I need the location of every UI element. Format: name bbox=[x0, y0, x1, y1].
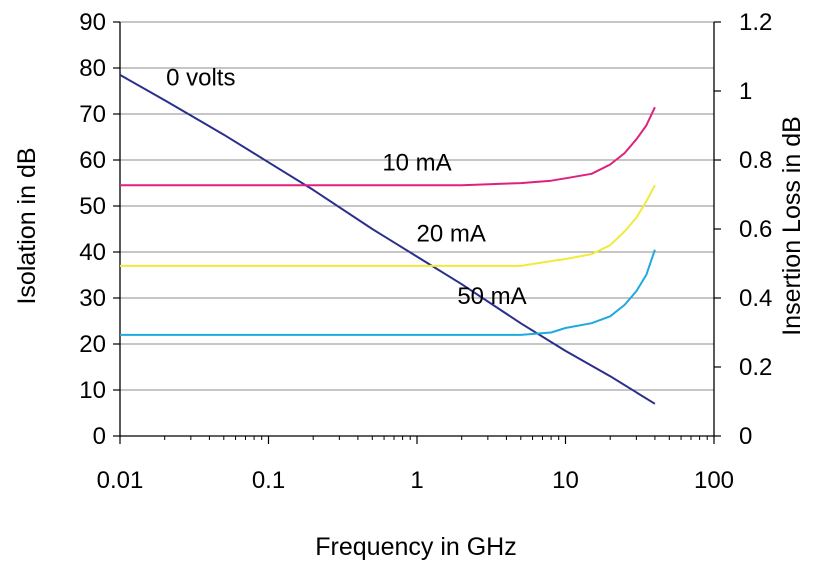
x-tick-label: 10 bbox=[552, 467, 579, 494]
x-axis-title: Frequency in GHz bbox=[315, 533, 516, 561]
y-tick-label: 0 bbox=[93, 423, 106, 450]
y-tick-label: 50 bbox=[79, 193, 106, 220]
tick-labels: 0 10 20 30 40 50 60 70 80 90 0 0.2 0.4 0.6 0.8 1 1.2 0.01… bbox=[79, 9, 772, 494]
series-line-20-ma bbox=[120, 184, 656, 267]
series-label-10-ma: 10 mA bbox=[382, 149, 451, 176]
series-label-0-volts: 0 volts bbox=[166, 64, 235, 91]
series-line-50-ma bbox=[120, 249, 656, 336]
y-tick-label: 10 bbox=[79, 377, 106, 404]
y2-tick-label: 0.8 bbox=[739, 147, 772, 174]
y-tick-label: 80 bbox=[79, 55, 106, 82]
y2-tick-label: 0.4 bbox=[739, 285, 772, 312]
series-label-50-ma: 50 mA bbox=[457, 283, 526, 310]
y2-axis-title: Insertion Loss in dB bbox=[778, 116, 806, 336]
y-tick-label: 30 bbox=[79, 285, 106, 312]
y2-tick-label: 1 bbox=[739, 78, 752, 105]
y-axis-title: Isolation in dB bbox=[13, 147, 41, 304]
y-tick-label: 40 bbox=[79, 239, 106, 266]
series-label-20-ma: 20 mA bbox=[417, 221, 486, 248]
series-annotations: 0 volts 10 mA 20 mA 50 mA bbox=[166, 64, 527, 309]
y-tick-label: 70 bbox=[79, 101, 106, 128]
y-tick-label: 90 bbox=[79, 9, 106, 36]
x-tick-label: 1 bbox=[410, 467, 423, 494]
x-tick-label: 0.1 bbox=[252, 467, 285, 494]
y2-tick-label: 0.2 bbox=[739, 354, 772, 381]
y-tick-label: 60 bbox=[79, 147, 106, 174]
x-tick-label: 100 bbox=[694, 467, 734, 494]
y2-tick-label: 1.2 bbox=[739, 9, 772, 36]
series-line-0-volts bbox=[119, 74, 656, 405]
gridlines bbox=[120, 21, 714, 391]
y2-tick-label: 0 bbox=[739, 423, 752, 450]
y-tick-label: 20 bbox=[79, 331, 106, 358]
axes bbox=[113, 21, 721, 444]
series-line-10-ma bbox=[120, 106, 656, 187]
x-tick-label: 0.01 bbox=[97, 467, 144, 494]
series-lines bbox=[119, 74, 656, 405]
y2-tick-label: 0.6 bbox=[739, 216, 772, 243]
